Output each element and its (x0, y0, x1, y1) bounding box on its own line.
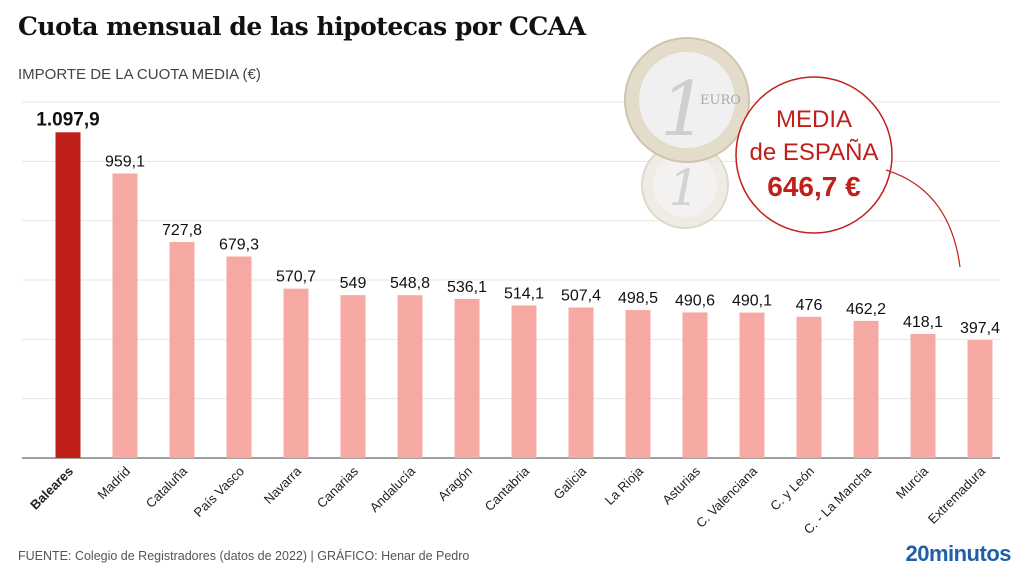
source-footer: FUENTE: Colegio de Registradores (datos … (18, 549, 470, 563)
value-label: 570,7 (276, 269, 316, 286)
value-label: 727,8 (162, 222, 202, 239)
annotation-value: 646,7 € (767, 171, 861, 202)
annotation-line2: de ESPAÑA (750, 139, 879, 166)
value-label: 679,3 (219, 236, 259, 253)
bar (454, 298, 480, 458)
bar (112, 173, 138, 459)
value-label: 498,5 (618, 290, 658, 307)
chart-title: Cuota mensual de las hipotecas por CCAA (18, 12, 586, 41)
category-label: Cantabria (482, 463, 533, 514)
category-label: Baleares (27, 464, 76, 513)
spain-average-annotation: MEDIA de ESPAÑA 646,7 € (735, 76, 961, 268)
value-label: 462,2 (846, 301, 886, 318)
bar (55, 132, 81, 458)
value-label: 514,1 (504, 285, 544, 302)
category-label: Murcia (893, 463, 932, 502)
svg-text:EURO: EURO (700, 93, 741, 108)
bar (682, 312, 708, 458)
value-label: 476 (796, 297, 823, 314)
bar (283, 288, 309, 458)
category-label: C. Valenciana (693, 463, 761, 531)
category-label: Andalucía (367, 463, 419, 515)
category-label: Madrid (94, 464, 133, 503)
y-axis-label: IMPORTE DE LA CUOTA MEDIA (€) (18, 66, 261, 83)
bar (226, 256, 252, 458)
bar (967, 340, 993, 458)
category-label: Canarias (314, 463, 362, 511)
category-label: La Rioja (602, 463, 647, 508)
value-label: 549 (340, 275, 367, 292)
bar (568, 307, 594, 458)
bar (169, 242, 195, 458)
value-label: 548,8 (390, 275, 430, 292)
value-label: 397,4 (960, 320, 1000, 337)
value-label: 536,1 (447, 279, 487, 296)
value-label: 490,6 (675, 292, 715, 309)
euro-coins-icon: 1 1 EURO (624, 37, 750, 229)
annotation-line1: MEDIA (776, 106, 852, 133)
category-label: C. y León (767, 464, 817, 514)
value-label: 1.097,9 (36, 109, 99, 130)
brand-logo: 20minutos (905, 541, 1011, 566)
bar (340, 295, 366, 458)
category-label: Extremadura (925, 463, 989, 527)
bar (397, 295, 423, 458)
bar (625, 310, 651, 458)
category-label: Cataluña (143, 463, 191, 511)
category-label: Aragón (435, 464, 475, 504)
bar (511, 305, 537, 458)
value-label: 418,1 (903, 314, 943, 331)
svg-text:1: 1 (668, 159, 700, 217)
category-label: Asturias (659, 463, 703, 507)
bar (910, 333, 936, 458)
value-label: 959,1 (105, 153, 145, 170)
bar (796, 316, 822, 458)
category-label: Galicia (550, 463, 589, 502)
value-label: 490,1 (732, 293, 772, 310)
bar (853, 320, 879, 458)
value-label: 507,4 (561, 287, 601, 304)
category-label: Navarra (261, 463, 305, 507)
category-label: País Vasco (191, 464, 247, 520)
bar (739, 312, 765, 458)
svg-text:1: 1 (660, 65, 708, 153)
